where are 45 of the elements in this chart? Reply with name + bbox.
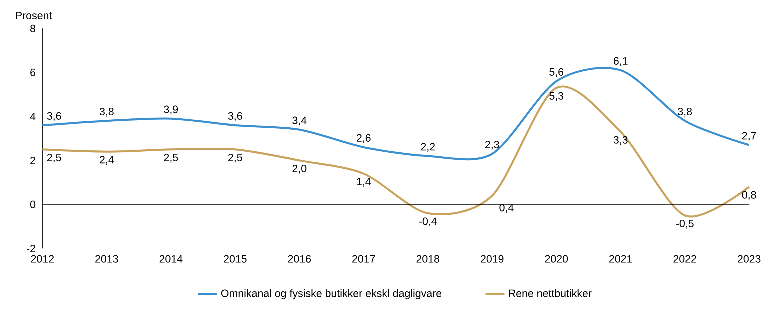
data-label: -0,4 — [419, 218, 438, 227]
data-label: 2,5 — [164, 154, 178, 163]
data-label: 2,6 — [357, 134, 371, 144]
data-label: 3,6 — [228, 112, 242, 122]
data-label: 2,5 — [228, 154, 242, 163]
y-tick-label: 4 — [30, 113, 36, 120]
x-tick-label: 2018 — [416, 255, 440, 263]
legend-label: Omnikanal og fysiske butikker ekskl dagligvare — [221, 289, 442, 300]
x-tick-label: 2014 — [160, 255, 183, 263]
x-tick-label: 2022 — [674, 255, 696, 263]
data-label: 0,4 — [500, 204, 514, 213]
x-tick-label: 2021 — [610, 255, 632, 263]
y-axis-title: Prosent — [16, 12, 52, 20]
x-tick-label: 2023 — [738, 255, 761, 263]
data-label: 3,3 — [614, 136, 628, 146]
y-tick-label: 2 — [30, 156, 36, 164]
data-label: 2,0 — [292, 164, 307, 174]
data-label: 3,4 — [292, 116, 307, 126]
data-label: 0,8 — [742, 191, 756, 200]
data-label: 2,3 — [486, 140, 500, 150]
data-label: -0,5 — [676, 220, 694, 229]
y-tick-label: -2 — [27, 244, 36, 252]
data-label: 3,8 — [100, 108, 114, 117]
y-tick-label: 6 — [30, 68, 36, 76]
y-tick-label: 0 — [30, 200, 36, 208]
x-tick-label: 2019 — [481, 255, 504, 263]
x-tick-label: 2012 — [31, 255, 54, 263]
y-tick-label: 8 — [30, 24, 36, 32]
data-label: 2,4 — [100, 156, 114, 165]
data-label: 5,3 — [550, 92, 564, 102]
data-label: 3,6 — [47, 112, 62, 122]
x-tick-label: 2017 — [352, 255, 376, 263]
data-label: 3,8 — [678, 108, 692, 117]
data-label: 2,2 — [421, 143, 436, 152]
data-label: 3,9 — [164, 106, 178, 115]
data-label: 6,1 — [614, 57, 628, 66]
data-label: 2,5 — [47, 154, 62, 163]
x-tick-label: 2016 — [288, 255, 312, 263]
x-tick-label: 2013 — [96, 255, 118, 263]
data-label: 1,4 — [357, 178, 371, 187]
x-tick-label: 2015 — [224, 255, 247, 263]
legend-label: Rene nettbutikker — [509, 289, 592, 298]
data-label: 2,7 — [742, 132, 756, 141]
data-label: 5,6 — [550, 68, 564, 78]
x-tick-label: 2020 — [545, 255, 568, 263]
